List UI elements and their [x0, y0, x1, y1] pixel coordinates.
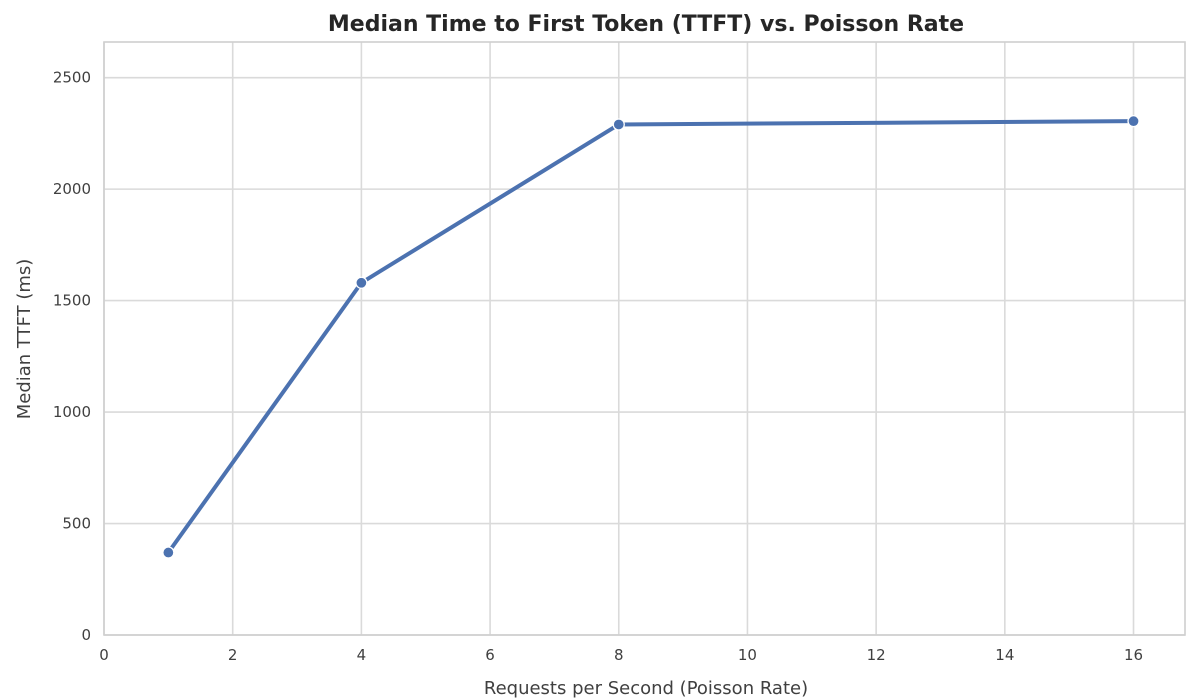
y-axis-ticks: 0 500 1000 1500 2000 2500 [53, 69, 91, 644]
chart-title: Median Time to First Token (TTFT) vs. Po… [328, 12, 964, 37]
x-tick-label: 12 [867, 646, 886, 664]
x-tick-label: 4 [357, 646, 367, 664]
y-tick-label: 1500 [53, 292, 91, 310]
x-tick-label: 16 [1124, 646, 1143, 664]
x-tick-label: 0 [99, 646, 109, 664]
y-tick-label: 2000 [53, 180, 91, 198]
data-point [612, 118, 625, 131]
grid-lines [103, 42, 1185, 636]
x-axis-ticks: 0 2 4 6 8 10 12 14 16 [99, 646, 1143, 664]
series-layer [162, 114, 1140, 559]
x-tick-label: 10 [738, 646, 757, 664]
y-tick-label: 0 [81, 626, 91, 644]
data-point [355, 276, 368, 289]
data-point [162, 546, 175, 559]
series-line [166, 119, 1136, 555]
y-tick-label: 500 [62, 515, 91, 533]
x-tick-label: 2 [228, 646, 238, 664]
x-tick-label: 6 [485, 646, 495, 664]
plot-area-frame [103, 41, 1186, 636]
data-point [1127, 114, 1140, 128]
y-tick-label: 2500 [53, 69, 91, 87]
y-tick-label: 1000 [53, 403, 91, 421]
y-axis-label: Median TTFT (ms) [14, 259, 35, 420]
x-tick-label: 14 [995, 646, 1014, 664]
x-axis-label: Requests per Second (Poisson Rate) [484, 678, 808, 699]
x-tick-label: 8 [614, 646, 624, 664]
